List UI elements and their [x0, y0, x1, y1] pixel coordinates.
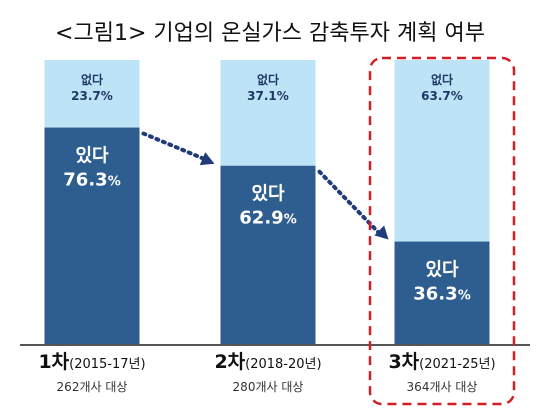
trend-arrow-line-1 — [141, 131, 211, 163]
category-label-3: 3차(2021-25년) — [388, 351, 495, 373]
no-value-label-2: 37.1% — [247, 89, 289, 103]
yes-value-label-2: 62.9% — [239, 208, 296, 229]
category-label-2: 2차(2018-20년) — [214, 351, 321, 373]
chart-title: <그림1> 기업의 온실가스 감축투자 계획 여부 — [55, 21, 485, 46]
bar-yes-3 — [394, 241, 490, 345]
category-count-2: 280개사 대상 — [233, 380, 304, 394]
trend-arrows — [141, 131, 389, 240]
trend-arrow-line-2 — [317, 169, 385, 239]
category-count-3: 364개사 대상 — [407, 380, 478, 394]
no-value-label-3: 63.7% — [421, 89, 463, 103]
no-value-label-1: 23.7% — [71, 89, 113, 103]
yes-value-unit-3: % — [458, 289, 471, 304]
yes-value-label-3: 36.3% — [413, 284, 470, 305]
bar-no-2 — [220, 60, 316, 166]
yes-value-label-1: 76.3% — [63, 170, 120, 191]
bar-no-1 — [44, 60, 140, 128]
category-years-3: (2021-25년) — [419, 357, 495, 372]
no-series-label-2: 없다 — [257, 72, 279, 87]
trend-arrow-head-1 — [199, 152, 215, 166]
no-series-label-1: 없다 — [81, 72, 103, 87]
trend-arrow-head-2 — [374, 225, 389, 240]
category-round-3: 3차 — [388, 351, 419, 373]
category-years-2: (2018-20년) — [245, 357, 321, 372]
yes-value-unit-1: % — [108, 175, 121, 190]
bars-group: 없다 23.7% 있다 76.3% 없다 37.1% 있다 62.9% 없다 63.7% 있다 36.… — [44, 60, 490, 345]
yes-series-label-2: 있다 — [251, 184, 285, 205]
no-series-label-3: 없다 — [431, 72, 453, 87]
category-round-2: 2차 — [214, 351, 245, 373]
category-round-1: 1차 — [38, 351, 69, 373]
yes-series-label-3: 있다 — [425, 260, 459, 281]
category-count-1: 262개사 대상 — [57, 380, 128, 394]
bar-no-3 — [394, 60, 490, 242]
highlight-box — [368, 56, 516, 406]
category-years-1: (2015-17년) — [69, 357, 145, 372]
x-axis-labels: 1차(2015-17년) 262개사 대상 2차(2018-20년) 280개사 대상… — [38, 351, 495, 394]
bar-yes-2 — [220, 165, 316, 345]
yes-series-label-1: 있다 — [75, 146, 109, 167]
yes-value-unit-2: % — [284, 213, 297, 228]
bar-yes-1 — [44, 127, 140, 345]
category-label-1: 1차(2015-17년) — [38, 351, 145, 373]
